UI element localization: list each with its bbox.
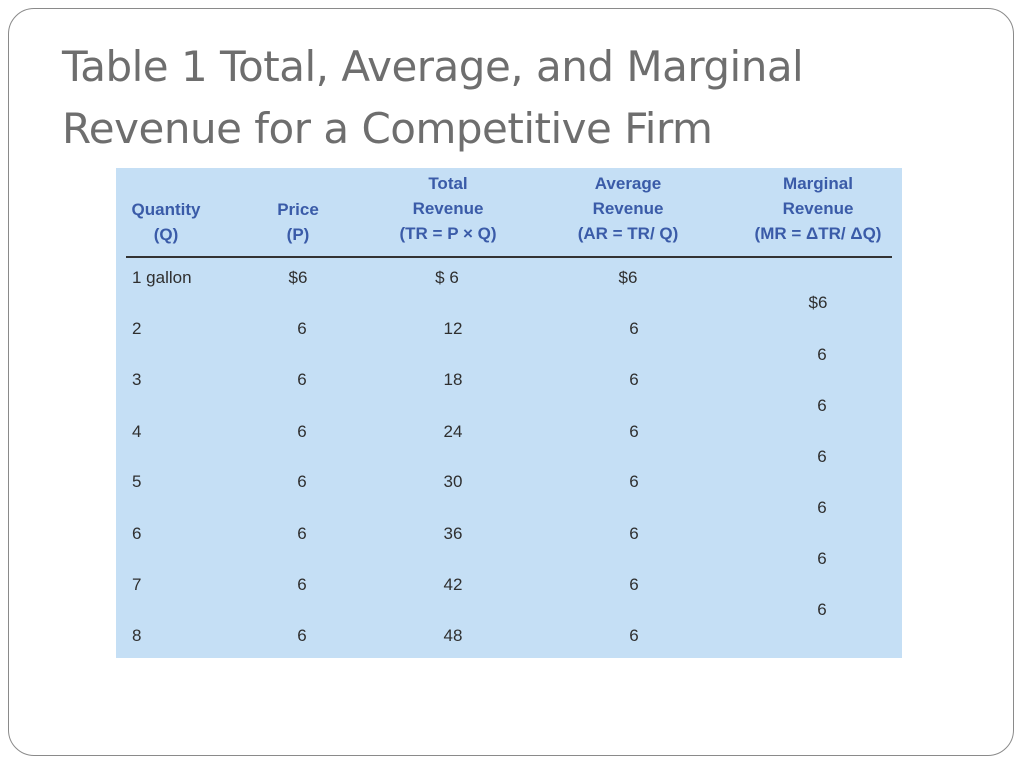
cell-marginal-7: 6 — [817, 600, 827, 619]
header-total-line-1: Total — [428, 174, 468, 193]
cell-average-2: 6 — [629, 319, 639, 338]
cell-quantity-8: 8 — [132, 626, 142, 645]
cell-average-8: 6 — [629, 626, 639, 645]
cell-quantity-5: 5 — [132, 472, 142, 491]
cell-price-7: 6 — [297, 575, 307, 594]
slide-title-line-1: Table 1 Total, Average, and Marginal — [62, 42, 804, 91]
cell-marginal-1: $6 — [808, 293, 828, 312]
header-price-line-1: Price — [277, 200, 319, 219]
cell-average-7: 6 — [629, 575, 639, 594]
cell-average-3: 6 — [629, 370, 639, 389]
revenue-table: Quantity (Q) Price (P) Total Revenue (TR… — [116, 168, 902, 658]
header-average-revenue: Average Revenue (AR = TR/ Q) — [548, 171, 708, 246]
header-marginal-revenue: Marginal Revenue (MR = ΔTR/ ΔQ) — [728, 171, 908, 246]
cell-marginal-3: 6 — [817, 396, 827, 415]
header-average-line-3: (AR = TR/ Q) — [577, 224, 679, 243]
cell-average-4: 6 — [629, 422, 639, 441]
cell-price-6: 6 — [297, 524, 307, 543]
cell-total-2: 12 — [443, 319, 463, 338]
header-price-line-2: (P) — [286, 225, 310, 244]
cell-total-7: 42 — [443, 575, 463, 594]
cell-quantity-4: 4 — [132, 422, 142, 441]
cell-total-4: 24 — [443, 422, 463, 441]
cell-quantity-7: 7 — [132, 575, 142, 594]
header-price: Price (P) — [258, 197, 338, 247]
cell-price-8: 6 — [297, 626, 307, 645]
cell-quantity-1: 1 gallon — [132, 268, 192, 287]
cell-price-4: 6 — [297, 422, 307, 441]
header-rule — [126, 256, 892, 258]
cell-average-6: 6 — [629, 524, 639, 543]
cell-marginal-5: 6 — [817, 498, 827, 517]
header-quantity-line-1: Quantity — [131, 200, 201, 219]
cell-price-2: 6 — [297, 319, 307, 338]
cell-marginal-6: 6 — [817, 549, 827, 568]
slide-title: Table 1 Total, Average, and Marginal Rev… — [62, 36, 962, 160]
cell-average-1: $6 — [618, 268, 638, 287]
cell-total-8: 48 — [443, 626, 463, 645]
cell-quantity-3: 3 — [132, 370, 142, 389]
cell-total-3: 18 — [443, 370, 463, 389]
header-total-line-3: (TR = P × Q) — [399, 224, 497, 243]
cell-total-5: 30 — [443, 472, 463, 491]
header-average-line-1: Average — [594, 174, 662, 193]
cell-price-1: $6 — [288, 268, 308, 287]
cell-total-1: $ 6 — [435, 268, 459, 287]
cell-quantity-2: 2 — [132, 319, 142, 338]
header-quantity-line-2: (Q) — [153, 225, 179, 244]
header-marginal-line-2: Revenue — [782, 199, 854, 218]
cell-marginal-4: 6 — [817, 447, 827, 466]
header-marginal-line-1: Marginal — [783, 174, 853, 193]
cell-price-3: 6 — [297, 370, 307, 389]
cell-average-5: 6 — [629, 472, 639, 491]
header-total-revenue: Total Revenue (TR = P × Q) — [368, 171, 528, 246]
cell-total-6: 36 — [443, 524, 463, 543]
cell-price-5: 6 — [297, 472, 307, 491]
header-quantity: Quantity (Q) — [118, 197, 214, 247]
slide-title-line-2: Revenue for a Competitive Firm — [62, 104, 713, 153]
header-average-line-2: Revenue — [592, 199, 664, 218]
cell-quantity-6: 6 — [132, 524, 142, 543]
cell-marginal-2: 6 — [817, 345, 827, 364]
header-total-line-2: Revenue — [412, 199, 484, 218]
header-marginal-line-3: (MR = ΔTR/ ΔQ) — [754, 224, 882, 243]
